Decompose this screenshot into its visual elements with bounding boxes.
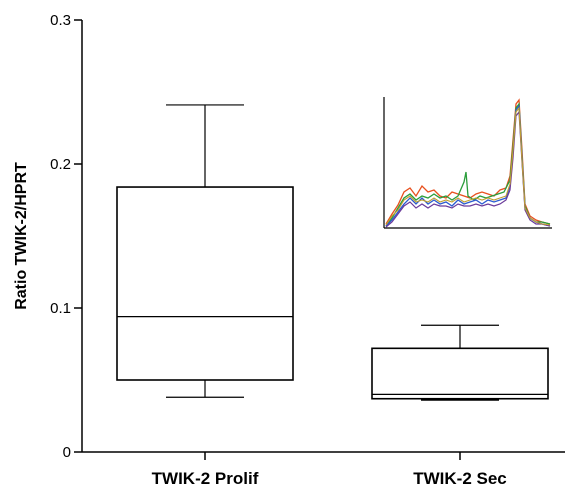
y-axis-label: Ratio TWIK-2/HPRT bbox=[13, 162, 30, 310]
y-tick-label: 0.3 bbox=[50, 12, 71, 29]
y-ticks: 0 0.1 0.2 0.3 bbox=[50, 12, 82, 461]
y-tick-label: 0.2 bbox=[50, 156, 71, 173]
x-category-label-prolif: TWIK-2 Prolif bbox=[152, 469, 259, 488]
inset-trace-gold bbox=[385, 106, 551, 226]
x-category-label-sec: TWIK-2 Sec bbox=[413, 469, 507, 488]
boxes-group bbox=[116, 104, 549, 401]
box-iqr bbox=[116, 186, 294, 381]
inset-chromatogram bbox=[383, 97, 552, 229]
y-tick-label: 0 bbox=[63, 444, 71, 461]
box-iqr bbox=[371, 347, 549, 400]
y-tick-label: 0.1 bbox=[50, 300, 71, 317]
